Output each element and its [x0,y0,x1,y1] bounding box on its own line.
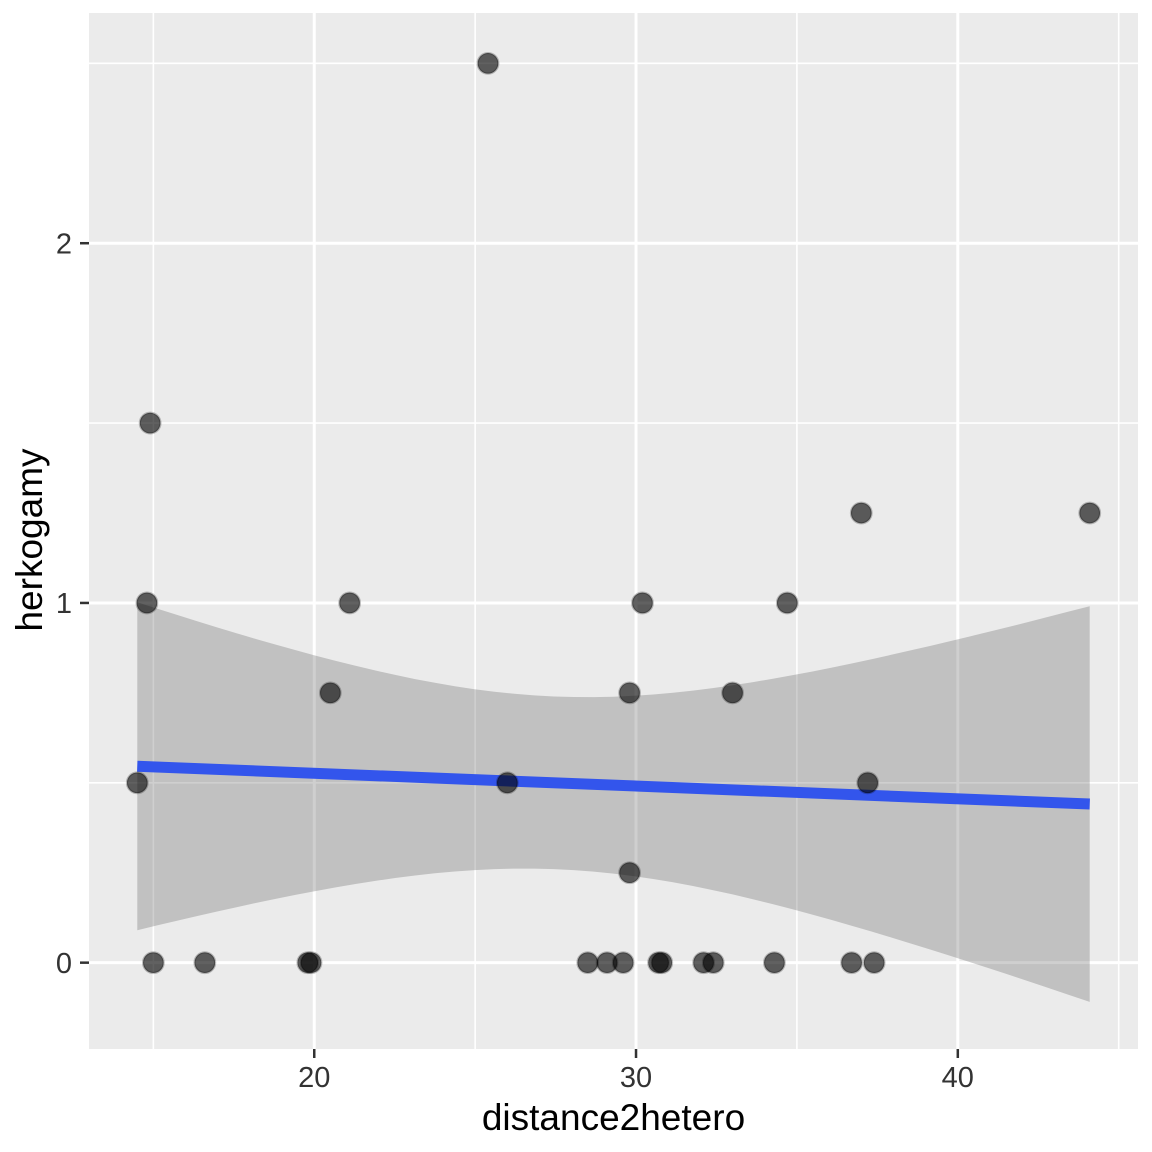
data-point [1078,501,1102,525]
data-point [141,951,165,975]
data-point [495,771,519,795]
data-point [299,951,323,975]
data-point [721,681,744,705]
y-tick-label: 2 [56,228,72,260]
regression-line [137,760,1090,810]
data-point [611,951,635,975]
data-point [125,771,149,795]
y-tick-label: 0 [56,948,72,980]
data-point [775,591,799,615]
confidence-band [137,602,1090,1002]
x-axis-title: distance2hetero [482,1097,745,1138]
data-point [135,591,159,615]
data-point [476,51,500,75]
data-point [856,771,880,795]
x-tick-label: 40 [942,1062,974,1094]
data-point [631,591,654,615]
data-point [576,951,600,975]
data-point [338,591,362,615]
x-tick-label: 30 [620,1062,652,1094]
y-axis-title: herkogamy [9,448,50,632]
data-point [138,411,162,435]
x-tick-label: 20 [298,1062,330,1094]
data-point [762,951,786,975]
data-point [618,681,641,705]
plot-panel [89,13,1138,1049]
data-point [840,951,864,975]
y-tick-label: 1 [56,588,72,620]
data-point [193,951,217,975]
data-point [849,501,873,525]
data-point [318,681,342,705]
data-point [618,861,641,885]
data-point [862,951,886,975]
data-point [701,951,725,975]
data-point [650,951,674,975]
